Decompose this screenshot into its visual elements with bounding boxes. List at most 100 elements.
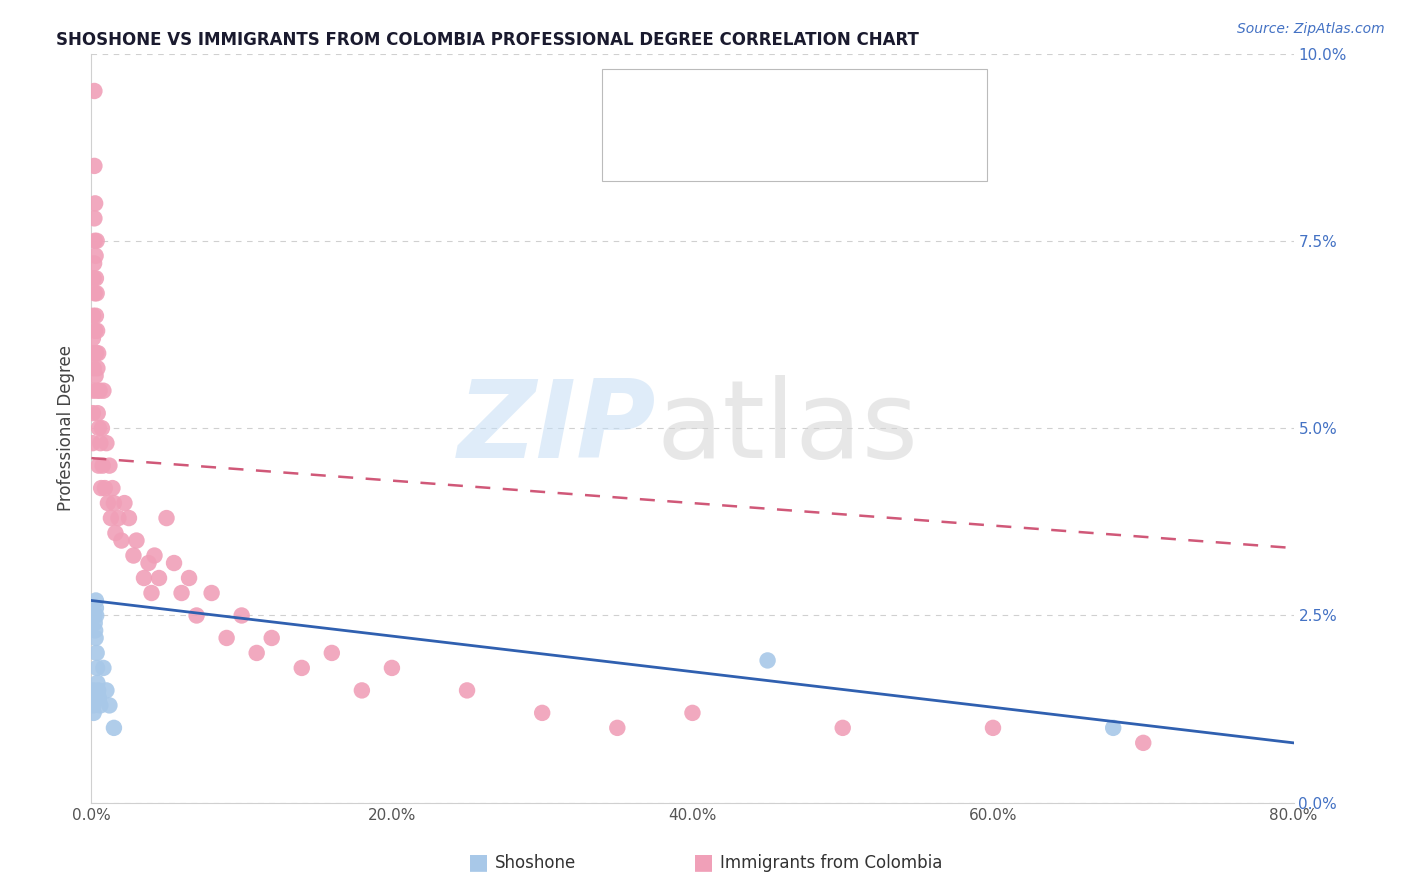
- Point: [86, 384, 108, 398]
- Point: [83, 256, 105, 270]
- Point: [110, 533, 132, 548]
- Point: [381, 661, 404, 675]
- Point: [756, 653, 779, 667]
- Point: [86, 361, 108, 376]
- Point: [83, 211, 105, 226]
- Point: [87, 421, 110, 435]
- Point: [101, 481, 124, 495]
- Point: [82, 309, 104, 323]
- Point: [86, 324, 108, 338]
- Point: [84, 631, 107, 645]
- Point: [87, 690, 110, 705]
- Point: [98, 698, 121, 713]
- Point: [87, 683, 110, 698]
- Point: [83, 615, 105, 630]
- Point: [350, 683, 373, 698]
- Legend: R = −0.358    N = 23, R = −0.060    N = 76: R = −0.358 N = 23, R = −0.060 N = 76: [710, 74, 966, 152]
- Point: [132, 571, 155, 585]
- Point: [96, 436, 118, 450]
- Point: [84, 249, 107, 263]
- Point: [321, 646, 343, 660]
- Point: [82, 384, 104, 398]
- Point: [83, 234, 105, 248]
- Point: [90, 481, 112, 495]
- Point: [177, 571, 200, 585]
- Point: [86, 286, 108, 301]
- Point: [84, 324, 107, 338]
- Point: [93, 384, 115, 398]
- Point: [84, 593, 107, 607]
- Point: [201, 586, 224, 600]
- Point: [246, 646, 269, 660]
- Point: [84, 368, 107, 383]
- Point: [122, 549, 145, 563]
- Point: [82, 406, 104, 420]
- Point: [83, 361, 105, 376]
- Text: atlas: atlas: [657, 376, 918, 481]
- Point: [94, 481, 117, 495]
- Point: [83, 271, 105, 285]
- FancyBboxPatch shape: [602, 69, 987, 181]
- Point: [606, 721, 628, 735]
- Point: [86, 406, 108, 420]
- Point: [84, 196, 107, 211]
- Point: [143, 549, 166, 563]
- Point: [84, 271, 107, 285]
- Point: [86, 646, 108, 660]
- Point: [82, 698, 104, 713]
- Point: [100, 511, 122, 525]
- Point: [84, 608, 107, 623]
- Point: [96, 683, 118, 698]
- Point: [89, 698, 111, 713]
- Point: [155, 511, 177, 525]
- Point: [103, 721, 125, 735]
- Point: [681, 706, 703, 720]
- Point: [93, 661, 115, 675]
- Point: [82, 683, 104, 698]
- Point: [83, 706, 105, 720]
- Point: [114, 496, 136, 510]
- Point: [91, 458, 114, 473]
- Point: [98, 458, 121, 473]
- Text: Immigrants from Colombia: Immigrants from Colombia: [720, 855, 942, 872]
- Point: [83, 84, 105, 98]
- Point: [1132, 736, 1154, 750]
- Point: [82, 436, 104, 450]
- Point: [231, 608, 253, 623]
- Text: Source: ZipAtlas.com: Source: ZipAtlas.com: [1237, 22, 1385, 37]
- Point: [86, 676, 108, 690]
- Point: [83, 159, 105, 173]
- Point: [84, 309, 107, 323]
- Point: [83, 690, 105, 705]
- Point: [141, 586, 163, 600]
- Point: [125, 533, 148, 548]
- Y-axis label: Professional Degree: Professional Degree: [58, 345, 76, 511]
- Point: [118, 511, 141, 525]
- Point: [83, 346, 105, 360]
- Point: [87, 346, 110, 360]
- Point: [84, 601, 107, 615]
- Point: [138, 556, 160, 570]
- Text: ZIP: ZIP: [458, 376, 657, 481]
- Point: [84, 346, 107, 360]
- Point: [186, 608, 208, 623]
- Point: [163, 556, 186, 570]
- Point: [89, 384, 111, 398]
- Point: [103, 496, 125, 510]
- Point: [291, 661, 314, 675]
- Point: [83, 286, 105, 301]
- Point: [97, 496, 120, 510]
- Point: [260, 631, 283, 645]
- Point: [104, 526, 127, 541]
- Text: SHOSHONE VS IMMIGRANTS FROM COLOMBIA PROFESSIONAL DEGREE CORRELATION CHART: SHOSHONE VS IMMIGRANTS FROM COLOMBIA PRO…: [56, 31, 920, 49]
- Point: [83, 608, 105, 623]
- Point: [107, 511, 129, 525]
- Point: [89, 436, 111, 450]
- Point: [84, 624, 107, 638]
- Text: ■: ■: [468, 853, 488, 872]
- Point: [86, 661, 108, 675]
- Point: [531, 706, 554, 720]
- Text: Shoshone: Shoshone: [495, 855, 576, 872]
- Point: [831, 721, 853, 735]
- Text: ■: ■: [693, 853, 713, 872]
